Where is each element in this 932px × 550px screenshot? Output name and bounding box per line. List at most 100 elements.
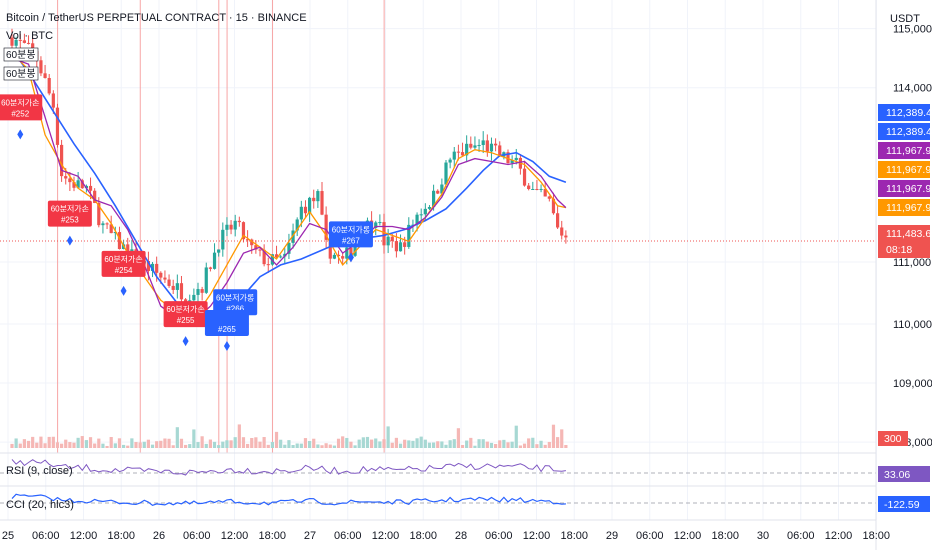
candle-body — [105, 223, 109, 225]
candle-body — [465, 143, 469, 156]
candle-body — [543, 188, 547, 197]
candle-body — [374, 222, 378, 228]
diamond-marker — [182, 336, 189, 347]
candle-body — [262, 249, 266, 265]
volume-bar — [250, 437, 254, 448]
candle-body — [378, 222, 382, 224]
volume-bar — [117, 438, 122, 448]
candle-body — [328, 239, 332, 259]
x-tick-label: 12:00 — [523, 530, 551, 542]
x-tick-label: 18:00 — [862, 530, 890, 542]
volume-bar — [93, 443, 97, 448]
volume-bar — [535, 444, 539, 448]
price-axis[interactable]: 115,000.0 114,000.0 111,000.0 110,000.0 109,… — [893, 24, 932, 449]
price-tag-label: 111,967.9 — [886, 164, 931, 176]
volume-bar — [188, 444, 192, 448]
volume-bar — [10, 443, 14, 448]
volume-bar — [196, 442, 200, 448]
price-tag-label: 111,967.9 — [886, 202, 931, 214]
time-axis[interactable]: 25 06:00 12:00 18:00 26 06:00 12:00 18:00 27 06:0… — [2, 530, 890, 542]
rsi-pane[interactable]: RSI (9, close) 33.06 — [0, 459, 930, 482]
candle-body — [547, 196, 551, 199]
currency-label[interactable]: USDT — [890, 13, 920, 25]
ma-line-1 — [11, 51, 567, 319]
price-tag-box — [878, 142, 930, 159]
volume-bar — [184, 444, 188, 448]
candle-body — [200, 289, 204, 293]
candle-body — [407, 224, 411, 247]
candle-body — [291, 230, 295, 243]
candle-body — [237, 220, 241, 223]
candle-body — [10, 37, 14, 46]
volume-bar — [498, 440, 502, 448]
volume-bar — [229, 440, 233, 448]
candle-body — [539, 188, 543, 190]
volume-bar — [514, 425, 518, 448]
volume-bars — [10, 424, 568, 448]
sell-signal-label: 60분저가손 — [51, 205, 89, 214]
volume-bar — [204, 443, 208, 448]
volume-bar — [200, 436, 204, 448]
price-tag-label: 111,967.9 — [886, 183, 931, 195]
sell-signal-id: #254 — [115, 266, 133, 275]
sell-signal-box — [0, 94, 43, 121]
volume-bar — [130, 438, 134, 448]
candle-body — [481, 140, 485, 146]
buy-signal-label: 60분저가롱 — [332, 225, 370, 234]
x-tick-label: 29 — [606, 530, 618, 542]
volume-bar — [341, 436, 345, 448]
volume-bar — [105, 445, 109, 448]
candle-body — [274, 254, 279, 258]
candle-body — [167, 279, 171, 286]
indicator-legend-2[interactable] — [3, 66, 39, 81]
volume-bar — [390, 442, 394, 448]
volume-bar — [419, 436, 423, 448]
candle-body — [316, 191, 320, 202]
volume-bar — [551, 424, 556, 448]
price-tag-box — [878, 199, 930, 216]
price-tag-label: 112,389.4 — [886, 107, 932, 119]
volume-bar — [502, 439, 506, 448]
volume-bar — [353, 445, 357, 448]
signal-annotations: 60분저가손 #252 60분저가손 #253 60분저가손 #254 60분저가손 #255… — [0, 94, 373, 351]
volume-bar — [254, 437, 258, 448]
volume-bar — [312, 438, 316, 448]
candle-body — [498, 145, 502, 157]
volume-bar — [192, 429, 196, 448]
indicator-legend-1[interactable] — [3, 47, 39, 62]
candle-body — [390, 236, 394, 242]
candle-body — [208, 267, 212, 269]
volume-bar — [225, 440, 229, 448]
volume-bar — [299, 443, 303, 448]
candle-body — [64, 176, 68, 179]
diamond-marker — [66, 235, 73, 246]
candle-body — [150, 263, 155, 271]
price-tag-box — [878, 161, 930, 178]
sell-signal-id: #255 — [177, 316, 195, 325]
candle-body — [196, 289, 200, 295]
volume-bar — [547, 441, 551, 448]
volume-bar — [436, 441, 440, 448]
y-tick-label: 110,000.0 — [893, 319, 932, 331]
price-tag-box — [878, 180, 930, 197]
volume-bar — [328, 444, 332, 448]
diamond-marker — [17, 129, 24, 140]
cci-pane[interactable]: CCI (20, hlc3) -122.59 — [0, 493, 930, 512]
price-tag-box — [878, 123, 930, 140]
volume-bar — [163, 438, 167, 448]
volume-bar — [266, 444, 270, 448]
price-tag-box — [878, 225, 930, 242]
volume-bar — [64, 439, 68, 448]
buy-signal-box — [328, 221, 373, 248]
price-tag-box — [878, 104, 930, 121]
volume-bar — [324, 443, 328, 448]
candle-body — [527, 185, 531, 190]
candle-body — [419, 214, 423, 216]
volume-bar — [527, 438, 531, 448]
candle-body — [109, 224, 113, 234]
sell-signal: 60분저가손 #254 — [101, 250, 146, 296]
volume-bar — [155, 441, 159, 448]
volume-bar — [18, 443, 22, 448]
indicator-legend-2-label: 60분봉 — [6, 68, 36, 80]
